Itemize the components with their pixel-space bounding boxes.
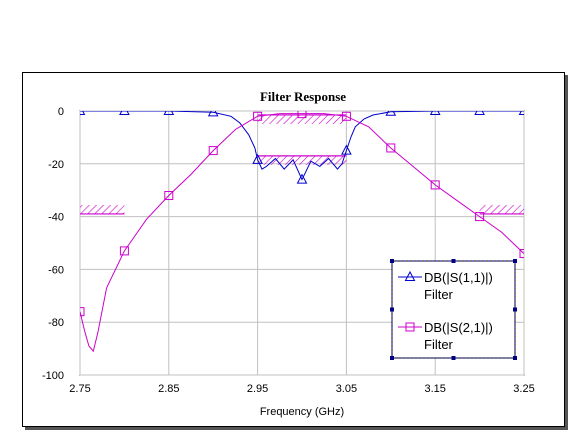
series-1 — [80, 111, 524, 184]
y-tick-label: -20 — [48, 159, 64, 171]
legend-resize-handle[interactable] — [390, 356, 394, 360]
data-point-square — [164, 190, 174, 200]
legend[interactable]: DB(|S(1,1)|) Filter DB(|S(2,1)|) Filter — [390, 259, 517, 360]
data-point-square — [253, 111, 263, 121]
legend-entry-2: DB(|S(2,1)|) Filter — [398, 320, 493, 352]
x-axis-label: Frequency (GHz) — [260, 406, 344, 418]
data-point-square — [405, 322, 415, 332]
data-point-square — [208, 146, 218, 156]
data-point-triangle — [404, 270, 416, 281]
data-point-triangle — [119, 111, 130, 115]
legend-series-subtitle: Filter — [424, 287, 454, 302]
data-point-square — [297, 111, 307, 119]
y-tick-label: -100 — [42, 370, 64, 382]
x-tick-label: 2.75 — [69, 383, 90, 395]
y-tick-label: 0 — [58, 106, 64, 118]
data-point-triangle — [296, 173, 308, 184]
goal-mask-hatch — [257, 114, 347, 124]
data-point-triangle — [474, 111, 485, 115]
data-point-square — [119, 246, 129, 256]
series-2 — [80, 111, 524, 353]
goal-mask-hatch — [257, 155, 347, 165]
x-tick-label: 3.15 — [424, 383, 445, 395]
y-tick-label: -40 — [48, 212, 64, 224]
data-point-triangle — [429, 111, 441, 115]
data-point-triangle — [207, 111, 219, 117]
y-tick-label: -60 — [48, 264, 64, 276]
legend-resize-handle[interactable] — [390, 259, 394, 263]
legend-resize-handle[interactable] — [451, 356, 456, 360]
data-point-triangle — [385, 111, 397, 116]
series-group — [80, 111, 524, 353]
data-point-triangle — [341, 144, 352, 155]
data-point-triangle — [163, 111, 175, 115]
data-point-square — [386, 143, 396, 153]
x-tick-label: 3.05 — [336, 383, 357, 395]
axis-ticks: 2.75 2.85 2.95 3.05 3.15 3.25 0 -20 -40 -60 -80 -10… — [42, 106, 535, 395]
y-tick-label: -80 — [48, 317, 64, 329]
series-line — [80, 113, 524, 353]
data-point-triangle — [252, 153, 263, 164]
legend-resize-handle[interactable] — [390, 307, 394, 312]
x-tick-label: 2.95 — [247, 383, 268, 395]
series-line — [80, 111, 524, 181]
data-point-square — [80, 307, 85, 317]
legend-series-name: DB(|S(1,1)|) — [424, 270, 493, 285]
data-point-square — [475, 212, 485, 222]
chart-window: Filter Response 2.75 2.85 2.95 3.05 3.15 3.25… — [22, 72, 565, 427]
legend-resize-handle[interactable] — [451, 259, 456, 263]
goal-mask-hatch — [479, 204, 524, 214]
legend-series-name: DB(|S(2,1)|) — [424, 320, 493, 335]
chart-canvas: Filter Response 2.75 2.85 2.95 3.05 3.15 3.25… — [42, 89, 535, 418]
legend-series-subtitle: Filter — [424, 337, 454, 352]
legend-resize-handle[interactable] — [513, 259, 517, 263]
legend-resize-handle[interactable] — [513, 356, 517, 360]
legend-resize-handle[interactable] — [513, 307, 517, 312]
chart-title: Filter Response — [260, 89, 346, 104]
x-tick-label: 2.85 — [158, 383, 179, 395]
goal-mask-hatch — [80, 204, 125, 214]
x-tick-label: 3.25 — [513, 383, 534, 395]
legend-entry-1: DB(|S(1,1)|) Filter — [398, 270, 493, 302]
data-point-square — [430, 180, 440, 190]
data-point-square — [341, 111, 351, 121]
data-point-square — [519, 249, 524, 259]
